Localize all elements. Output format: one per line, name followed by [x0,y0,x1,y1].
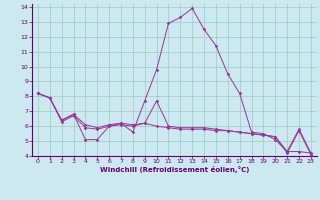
X-axis label: Windchill (Refroidissement éolien,°C): Windchill (Refroidissement éolien,°C) [100,166,249,173]
